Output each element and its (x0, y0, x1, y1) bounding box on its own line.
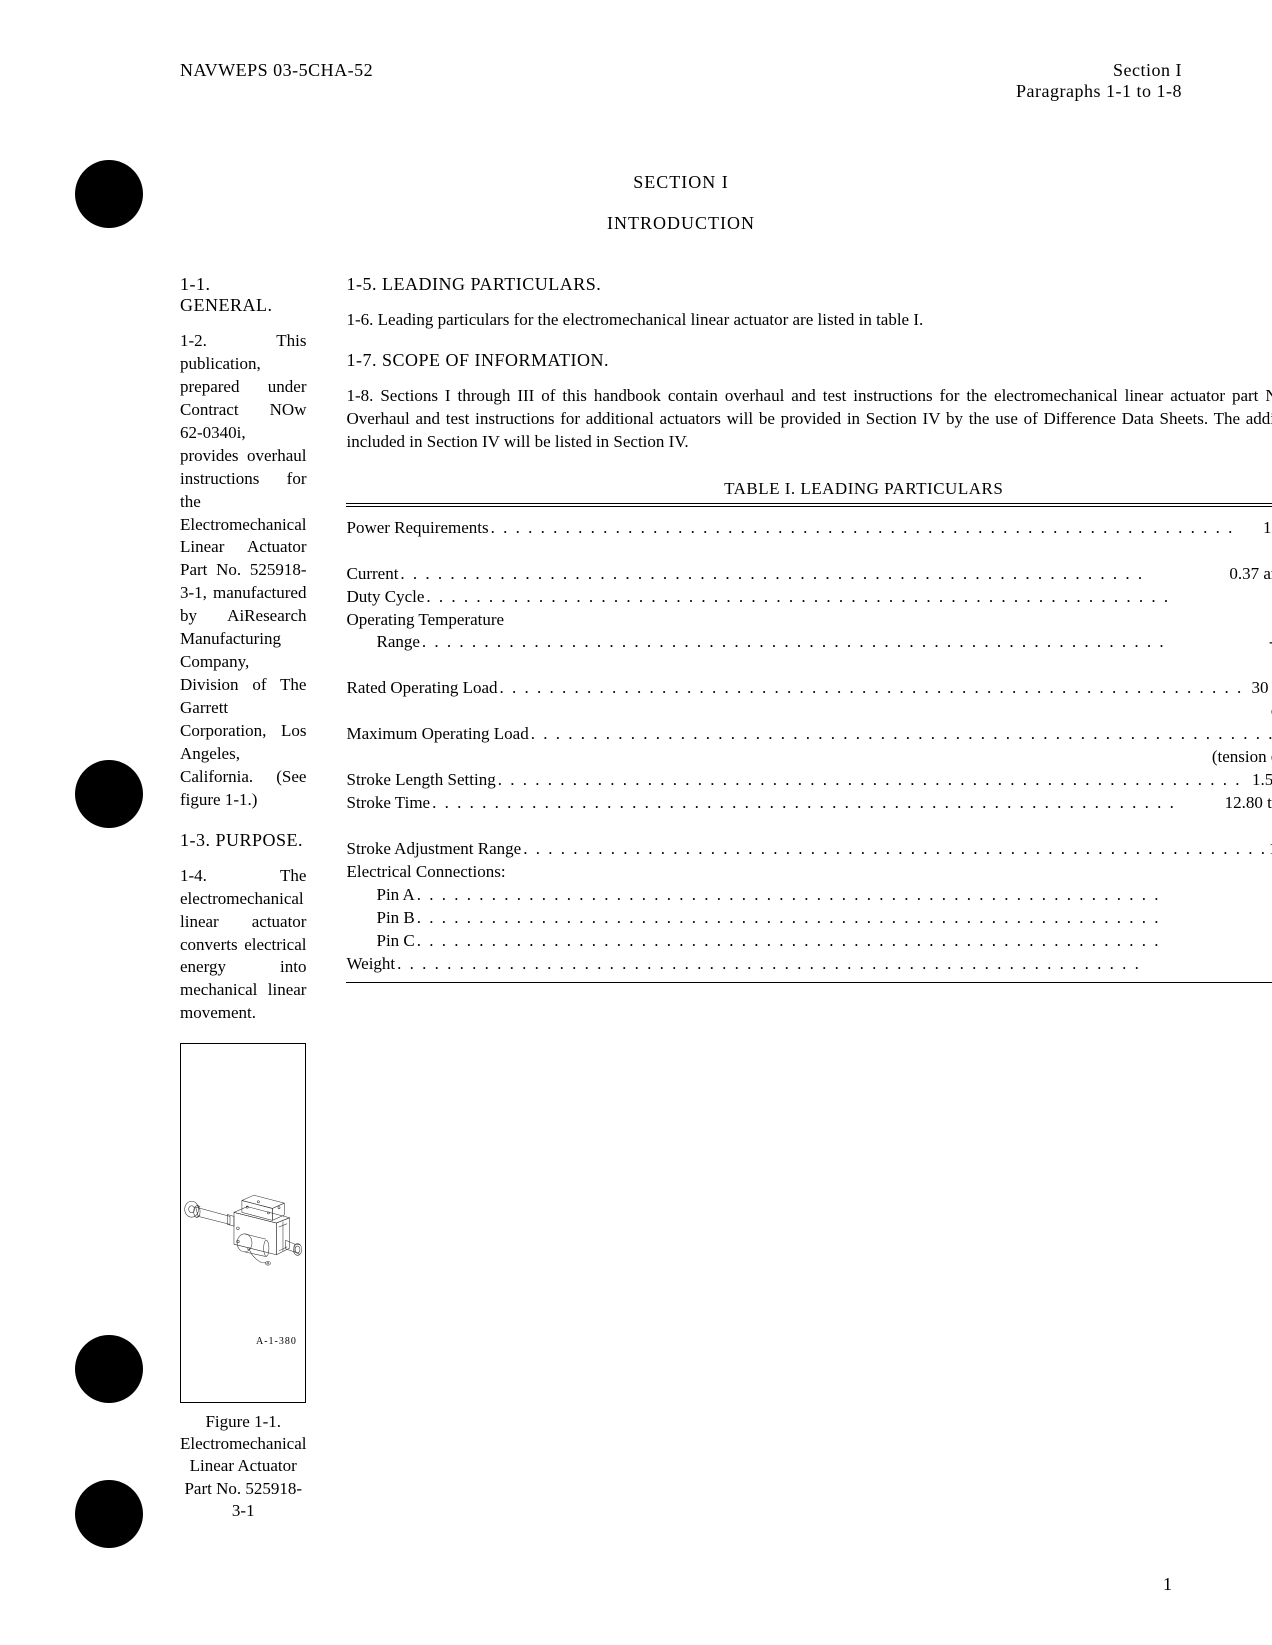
figure-caption-line1: Figure 1-1. Electromechanical Linear Act… (180, 1412, 306, 1475)
table-label: Duty Cycle (346, 586, 424, 609)
punch-hole (75, 1480, 143, 1548)
table-row: Stroke Length Setting. . . . . . . . . .… (346, 769, 1272, 792)
actuator-illustration (181, 1044, 305, 1402)
table-row: Weight. . . . . . . . . . . . . . . . . … (346, 953, 1272, 976)
table-label: Maximum Operating Load (346, 723, 528, 746)
table-row: (-65° to 200°F) (346, 654, 1272, 677)
header-left: NAVWEPS 03-5CHA-52 (180, 60, 373, 102)
table-row: Range. . . . . . . . . . . . . . . . . .… (346, 631, 1272, 654)
right-column: 1-5. LEADING PARTICULARS. 1-6. Leading p… (346, 274, 1272, 1522)
table-row: Pin A. . . . . . . . . . . . . . . . . .… (346, 884, 1272, 907)
table-top-rule (346, 503, 1272, 507)
figure-internal-label: A-1-380 (256, 1336, 297, 1347)
table-row: or compression) (346, 700, 1272, 723)
table-row: Power Requirements. . . . . . . . . . . … (346, 517, 1272, 540)
table-row: Operating Temperature (346, 609, 1272, 632)
table-label: Weight (346, 953, 395, 976)
table-label: Stroke Length Setting (346, 769, 495, 792)
table-label: Stroke Adjustment Range (346, 838, 521, 861)
table-row: Stroke Adjustment Range. . . . . . . . .… (346, 838, 1272, 861)
header-paragraphs: Paragraphs 1-1 to 1-8 (1016, 81, 1182, 102)
table-value: 0.37 amp at rated load (1229, 563, 1272, 586)
table-label: Rated Operating Load (346, 677, 497, 700)
para-1-8: 1-8. Sections I through III of this hand… (346, 385, 1272, 454)
heading-purpose: 1-3. PURPOSE. (180, 830, 306, 851)
table-row: at rated load (346, 815, 1272, 838)
table-row: Pin C. . . . . . . . . . . . . . . . . .… (346, 930, 1272, 953)
figure-1-1: A-1-380 (180, 1043, 306, 1403)
table-value: 30 pounds (tension (1251, 677, 1272, 700)
para-1-2: 1-2. This publication, prepared under Co… (180, 330, 306, 812)
table-row: Pin B. . . . . . . . . . . . . . . . . .… (346, 907, 1272, 930)
page-header: NAVWEPS 03-5CHA-52 Section I Paragraphs … (180, 60, 1182, 102)
heading-general: 1-1. GENERAL. (180, 274, 306, 316)
table-value: 115 vac, 400 cps, (1263, 517, 1272, 540)
figure-caption: Figure 1-1. Electromechanical Linear Act… (180, 1411, 306, 1521)
header-section: Section I (1016, 60, 1182, 81)
table-label: Pin B (376, 907, 414, 930)
para-1-6: 1-6. Leading particulars for the electro… (346, 309, 1272, 332)
table-label: Current (346, 563, 398, 586)
table-body: Power Requirements. . . . . . . . . . . … (346, 517, 1272, 976)
table-row: Electrical Connections: (346, 861, 1272, 884)
table-value: 12.80 to 18.80 seconds (1225, 792, 1272, 815)
table-label: Stroke Time (346, 792, 430, 815)
table-row: Maximum Operating Load. . . . . . . . . … (346, 723, 1272, 746)
table-row: Rated Operating Load. . . . . . . . . . … (346, 677, 1272, 700)
table-row: Stroke Time. . . . . . . . . . . . . . .… (346, 792, 1272, 815)
heading-scope: 1-7. SCOPE OF INFORMATION. (346, 350, 1272, 371)
header-right: Section I Paragraphs 1-1 to 1-8 (1016, 60, 1182, 102)
content-columns: 1-1. GENERAL. 1-2. This publication, pre… (180, 274, 1182, 1522)
section-subtitle: INTRODUCTION (180, 213, 1182, 234)
section-title: SECTION I (180, 172, 1182, 193)
left-column: 1-1. GENERAL. 1-2. This publication, pre… (180, 274, 306, 1522)
table-label: Pin A (376, 884, 414, 907)
table-label: Pin C (376, 930, 414, 953)
heading-leading-particulars: 1-5. LEADING PARTICULARS. (346, 274, 1272, 295)
page-number: 1 (1163, 1574, 1172, 1595)
punch-hole (75, 160, 143, 228)
table-label: Range (376, 631, 419, 654)
table-title: TABLE I. LEADING PARTICULARS (346, 479, 1272, 499)
table-value: 1.50 to 1.54 inches (1252, 769, 1272, 792)
figure-caption-line2: Part No. 525918-3-1 (184, 1479, 302, 1520)
punch-hole (75, 1335, 143, 1403)
table-row: (tension or compression) (346, 746, 1272, 769)
para-1-4: 1-4. The electromechanical linear actuat… (180, 865, 306, 1026)
table-row: single phase (346, 540, 1272, 563)
punch-hole (75, 760, 143, 828)
table-label: Power Requirements (346, 517, 488, 540)
table-bottom-rule (346, 982, 1272, 983)
table-row: Duty Cycle. . . . . . . . . . . . . . . … (346, 586, 1272, 609)
table-row: Current. . . . . . . . . . . . . . . . .… (346, 563, 1272, 586)
